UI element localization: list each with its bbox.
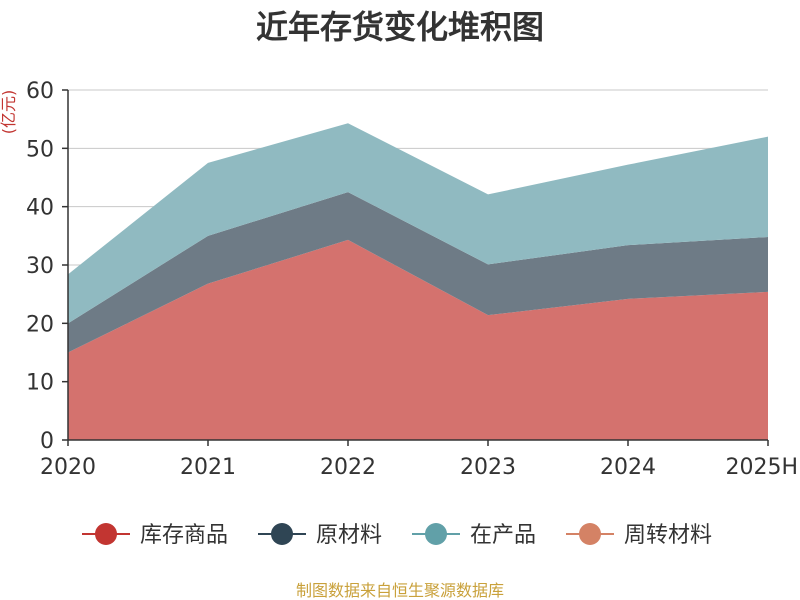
- y-tick-label: 50: [26, 137, 54, 162]
- legend[interactable]: 库存商品 原材料 在产品 周转材料: [82, 523, 712, 548]
- y-tick-label: 10: [26, 371, 54, 396]
- legend-label: 在产品: [470, 523, 536, 548]
- legend-label: 原材料: [316, 523, 382, 548]
- x-tick-label: 2021: [180, 455, 236, 480]
- legend-label: 周转材料: [624, 523, 712, 548]
- chart-title: 近年存货变化堆积图: [256, 8, 544, 46]
- legend-marker: [579, 523, 601, 545]
- x-tick-label: 2020: [40, 455, 96, 480]
- x-tick-label: 2023: [460, 455, 516, 480]
- y-tick-label: 60: [26, 79, 54, 104]
- source-note: 制图数据来自恒生聚源数据库: [296, 581, 504, 600]
- x-tick-label: 2024: [600, 455, 656, 480]
- legend-marker: [425, 523, 447, 545]
- tick-labels: 0 10 20 30 40 50 60 2020 2021 2022 2023 2024 2025H: [26, 79, 798, 480]
- legend-item-在产品[interactable]: 在产品: [412, 523, 536, 548]
- legend-marker: [95, 523, 117, 545]
- legend-marker: [271, 523, 293, 545]
- y-tick-label: 30: [26, 254, 54, 279]
- legend-item-库存商品[interactable]: 库存商品: [82, 523, 228, 548]
- x-tick-label: 2022: [320, 455, 376, 480]
- y-axis-unit-label: (亿元): [0, 90, 18, 135]
- y-tick-label: 0: [40, 429, 54, 454]
- series-area-在产品: [68, 123, 768, 324]
- series-area-原材料: [68, 192, 768, 353]
- y-tick-label: 40: [26, 196, 54, 221]
- x-tick-label: 2025H: [725, 455, 798, 480]
- legend-item-周转材料[interactable]: 周转材料: [566, 523, 712, 548]
- y-tick-label: 20: [26, 312, 54, 337]
- legend-item-原材料[interactable]: 原材料: [258, 523, 382, 548]
- series-areas: [68, 123, 768, 440]
- series-area-库存商品: [68, 239, 768, 440]
- legend-label: 库存商品: [140, 523, 228, 548]
